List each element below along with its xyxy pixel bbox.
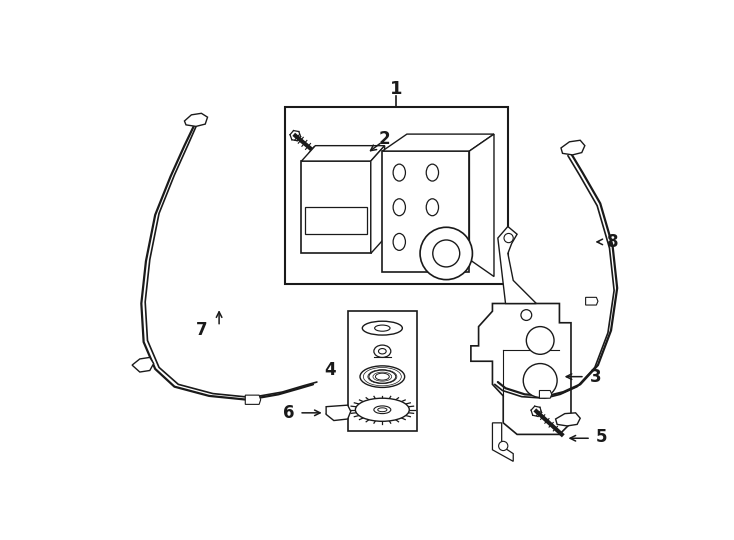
Polygon shape <box>470 134 494 276</box>
Bar <box>382 151 470 272</box>
Polygon shape <box>184 113 208 126</box>
Polygon shape <box>302 146 385 161</box>
Ellipse shape <box>378 408 387 411</box>
Polygon shape <box>586 298 598 305</box>
Circle shape <box>521 309 531 320</box>
Text: 3: 3 <box>590 368 601 386</box>
Text: 8: 8 <box>607 233 618 251</box>
Text: 5: 5 <box>596 428 608 447</box>
Polygon shape <box>471 303 571 434</box>
Ellipse shape <box>363 321 402 335</box>
Ellipse shape <box>374 406 390 414</box>
Polygon shape <box>561 140 585 155</box>
Text: 6: 6 <box>283 404 295 422</box>
Text: 1: 1 <box>390 80 402 98</box>
Ellipse shape <box>393 199 405 215</box>
Polygon shape <box>498 226 537 303</box>
Text: 4: 4 <box>324 361 335 380</box>
Ellipse shape <box>374 325 390 331</box>
Bar <box>302 161 371 253</box>
Polygon shape <box>326 405 351 421</box>
Circle shape <box>504 233 513 242</box>
Bar <box>285 107 508 284</box>
Polygon shape <box>382 134 494 151</box>
Ellipse shape <box>426 199 438 215</box>
Polygon shape <box>132 357 153 372</box>
Polygon shape <box>539 390 552 398</box>
Ellipse shape <box>420 227 473 280</box>
Ellipse shape <box>426 164 438 181</box>
Bar <box>348 311 417 430</box>
Ellipse shape <box>393 233 405 251</box>
Ellipse shape <box>375 373 389 380</box>
Ellipse shape <box>379 348 386 354</box>
Ellipse shape <box>355 398 410 421</box>
Polygon shape <box>493 423 513 461</box>
Polygon shape <box>245 395 261 404</box>
Ellipse shape <box>369 370 396 383</box>
Ellipse shape <box>393 164 405 181</box>
Text: 7: 7 <box>195 321 207 340</box>
Circle shape <box>498 441 508 450</box>
Polygon shape <box>556 413 580 426</box>
Polygon shape <box>371 146 385 253</box>
Ellipse shape <box>433 240 459 267</box>
Text: 2: 2 <box>379 131 390 149</box>
Ellipse shape <box>374 345 390 357</box>
Circle shape <box>526 327 554 354</box>
Ellipse shape <box>360 366 404 387</box>
Bar <box>305 207 367 234</box>
Circle shape <box>523 363 557 397</box>
